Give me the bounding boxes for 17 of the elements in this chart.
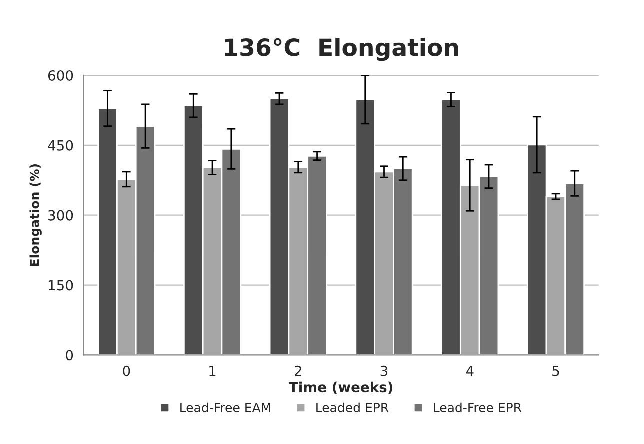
y-tick-label: 0 — [66, 350, 74, 361]
y-tick-label: 600 — [48, 70, 74, 81]
x-tick-label: 1 — [210, 366, 216, 376]
y-tick-label: 450 — [48, 140, 74, 151]
y-tick-label: 300 — [48, 210, 74, 221]
legend-label: Lead-Free EPR — [434, 402, 522, 412]
legend-label: Lead-Free EAM — [180, 402, 270, 412]
x-tick-label: 3 — [380, 366, 388, 376]
y-tick-label: 150 — [49, 280, 74, 291]
x-tick-label: 0 — [123, 366, 130, 376]
legend-label: Leaded EPR — [316, 402, 389, 412]
chart-title: 136°C Elongation — [225, 38, 458, 62]
x-tick-label: 4 — [466, 366, 474, 376]
x-tick-label: 5 — [552, 366, 560, 376]
x-axis-title: Time (weeks) — [288, 382, 393, 394]
y-axis-title: Elongation (%) — [30, 164, 42, 266]
x-tick-label: 2 — [294, 366, 302, 376]
